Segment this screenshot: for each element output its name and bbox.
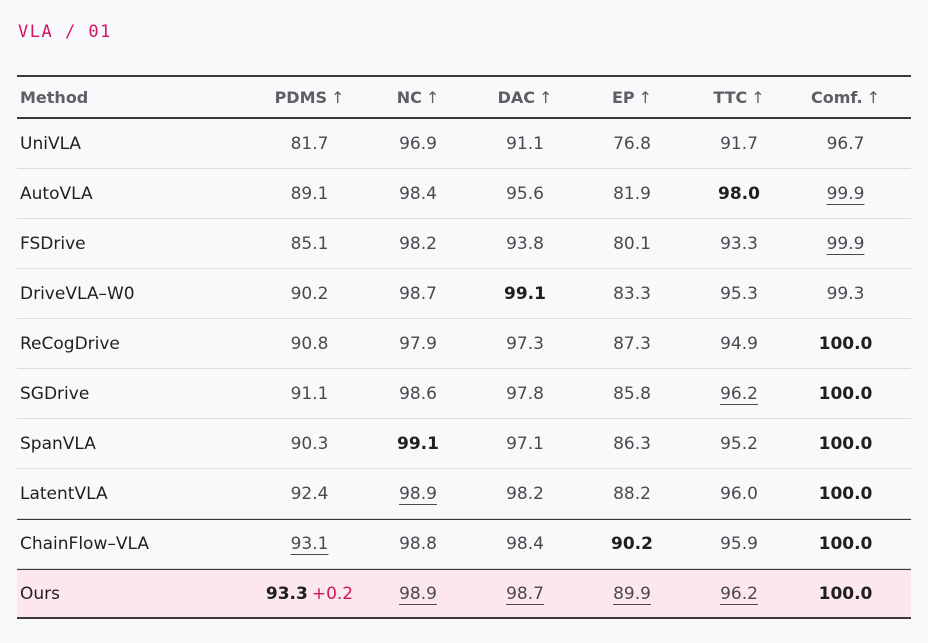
table-row: LatentVLA 92.4 98.9 98.2 88.2 96.0 100.0 bbox=[17, 469, 911, 519]
header-comf: Comf. ↑ bbox=[811, 87, 880, 107]
comf-value: 96.7 bbox=[826, 133, 865, 154]
ttc-value: 96.2 bbox=[720, 383, 758, 404]
header-dac: DAC ↑ bbox=[497, 87, 553, 107]
method-name: Ours bbox=[20, 583, 61, 604]
dac-value: 97.8 bbox=[506, 383, 544, 404]
pdms-value: 89.1 bbox=[290, 183, 329, 204]
table-row-ours: Ours 93.3 +0.2 98.9 98.7 89.9 96.2 100.0 bbox=[17, 569, 911, 619]
ttc-value: 93.3 bbox=[720, 233, 758, 254]
section-eyebrow: VLA / 01 bbox=[18, 22, 112, 42]
ep-value: 88.2 bbox=[613, 483, 651, 504]
pdms-value: 93.1 bbox=[290, 534, 329, 554]
nc-value: 98.6 bbox=[399, 383, 437, 404]
table-row: DriveVLA–W0 90.2 98.7 99.1 83.3 95.3 99.… bbox=[17, 269, 911, 319]
comf-value: 99.9 bbox=[826, 233, 865, 254]
ttc-value: 95.3 bbox=[720, 283, 758, 304]
ep-value: 87.3 bbox=[613, 333, 651, 354]
ep-value: 89.9 bbox=[613, 583, 651, 604]
dac-value: 95.6 bbox=[506, 183, 544, 204]
dac-value: 91.1 bbox=[506, 133, 544, 154]
dac-value: 99.1 bbox=[504, 283, 546, 304]
pdms-value: 93.3 +0.2 bbox=[265, 583, 354, 604]
nc-value: 99.1 bbox=[397, 433, 439, 454]
dac-value: 98.4 bbox=[506, 534, 544, 554]
pdms-value: 90.3 bbox=[290, 433, 329, 454]
nc-value: 98.8 bbox=[399, 534, 437, 554]
comf-value: 100.0 bbox=[818, 483, 873, 504]
comf-value: 99.9 bbox=[826, 183, 865, 204]
comf-value: 100.0 bbox=[818, 534, 873, 554]
header-ep: EP ↑ bbox=[611, 87, 653, 107]
dac-value: 97.1 bbox=[506, 433, 544, 454]
header-ttc: TTC ↑ bbox=[713, 87, 765, 107]
pdms-value: 85.1 bbox=[290, 233, 329, 254]
ep-value: 85.8 bbox=[613, 383, 651, 404]
results-table: Method PDMS ↑ NC ↑ DAC ↑ EP ↑ TTC ↑ Comf. ↑ Un… bbox=[17, 75, 911, 619]
ep-value: 80.1 bbox=[613, 233, 651, 254]
nc-value: 96.9 bbox=[399, 133, 437, 154]
method-name: AutoVLA bbox=[20, 183, 93, 204]
header-method: Method bbox=[20, 87, 89, 107]
comf-value: 100.0 bbox=[818, 583, 873, 604]
nc-value: 98.7 bbox=[399, 283, 437, 304]
up-arrow-icon: ↑ bbox=[866, 87, 880, 107]
ttc-value: 95.9 bbox=[720, 534, 758, 554]
method-name: ReCogDrive bbox=[20, 333, 120, 354]
method-name: FSDrive bbox=[20, 233, 86, 254]
method-name: SGDrive bbox=[20, 383, 90, 404]
table-header: Method PDMS ↑ NC ↑ DAC ↑ EP ↑ TTC ↑ Comf. ↑ bbox=[17, 75, 911, 119]
up-arrow-icon: ↑ bbox=[638, 87, 653, 107]
table-row: FSDrive 85.1 98.2 93.8 80.1 93.3 99.9 bbox=[17, 219, 911, 269]
up-arrow-icon: ↑ bbox=[425, 87, 440, 107]
pdms-delta: +0.2 bbox=[311, 583, 354, 604]
table-row: UniVLA 81.7 96.9 91.1 76.8 91.7 96.7 bbox=[17, 119, 911, 169]
pdms-value: 92.4 bbox=[290, 483, 329, 504]
comf-value: 99.3 bbox=[826, 283, 865, 304]
ttc-value: 94.9 bbox=[720, 333, 758, 354]
comf-value: 100.0 bbox=[818, 433, 873, 454]
comf-value: 100.0 bbox=[818, 383, 873, 404]
dac-value: 97.3 bbox=[506, 333, 544, 354]
ep-value: 90.2 bbox=[611, 534, 653, 554]
comf-value: 100.0 bbox=[818, 333, 873, 354]
up-arrow-icon: ↑ bbox=[539, 87, 553, 107]
dac-value: 98.7 bbox=[506, 583, 544, 604]
pdms-value: 81.7 bbox=[290, 133, 329, 154]
method-name: SpanVLA bbox=[20, 433, 96, 454]
table-row: AutoVLA 89.1 98.4 95.6 81.9 98.0 99.9 bbox=[17, 169, 911, 219]
ep-value: 76.8 bbox=[613, 133, 651, 154]
ttc-value: 98.0 bbox=[718, 183, 760, 204]
table-row: SpanVLA 90.3 99.1 97.1 86.3 95.2 100.0 bbox=[17, 419, 911, 469]
nc-value: 98.4 bbox=[399, 183, 437, 204]
pdms-value: 90.8 bbox=[290, 333, 329, 354]
table-row: ChainFlow–VLA 93.1 98.8 98.4 90.2 95.9 1… bbox=[17, 519, 911, 569]
nc-value: 97.9 bbox=[399, 333, 437, 354]
method-name: ChainFlow–VLA bbox=[20, 534, 149, 554]
nc-value: 98.2 bbox=[399, 233, 437, 254]
dac-value: 93.8 bbox=[506, 233, 544, 254]
ttc-value: 91.7 bbox=[720, 133, 758, 154]
ep-value: 86.3 bbox=[613, 433, 651, 454]
method-name: UniVLA bbox=[20, 133, 82, 154]
method-name: LatentVLA bbox=[20, 483, 108, 504]
up-arrow-icon: ↑ bbox=[751, 87, 765, 107]
ttc-value: 95.2 bbox=[720, 433, 758, 454]
ep-value: 81.9 bbox=[613, 183, 651, 204]
ttc-value: 96.0 bbox=[720, 483, 758, 504]
header-pdms: PDMS ↑ bbox=[274, 87, 345, 107]
dac-value: 98.2 bbox=[506, 483, 544, 504]
table-row: SGDrive 91.1 98.6 97.8 85.8 96.2 100.0 bbox=[17, 369, 911, 419]
up-arrow-icon: ↑ bbox=[331, 87, 345, 107]
nc-value: 98.9 bbox=[399, 583, 437, 604]
ttc-value: 96.2 bbox=[720, 583, 758, 604]
pdms-value: 91.1 bbox=[290, 383, 329, 404]
nc-value: 98.9 bbox=[399, 483, 437, 504]
method-name: DriveVLA–W0 bbox=[20, 283, 135, 304]
table-row: ReCogDrive 90.8 97.9 97.3 87.3 94.9 100.… bbox=[17, 319, 911, 369]
header-nc: NC ↑ bbox=[396, 87, 440, 107]
pdms-value: 90.2 bbox=[290, 283, 329, 304]
ep-value: 83.3 bbox=[613, 283, 651, 304]
